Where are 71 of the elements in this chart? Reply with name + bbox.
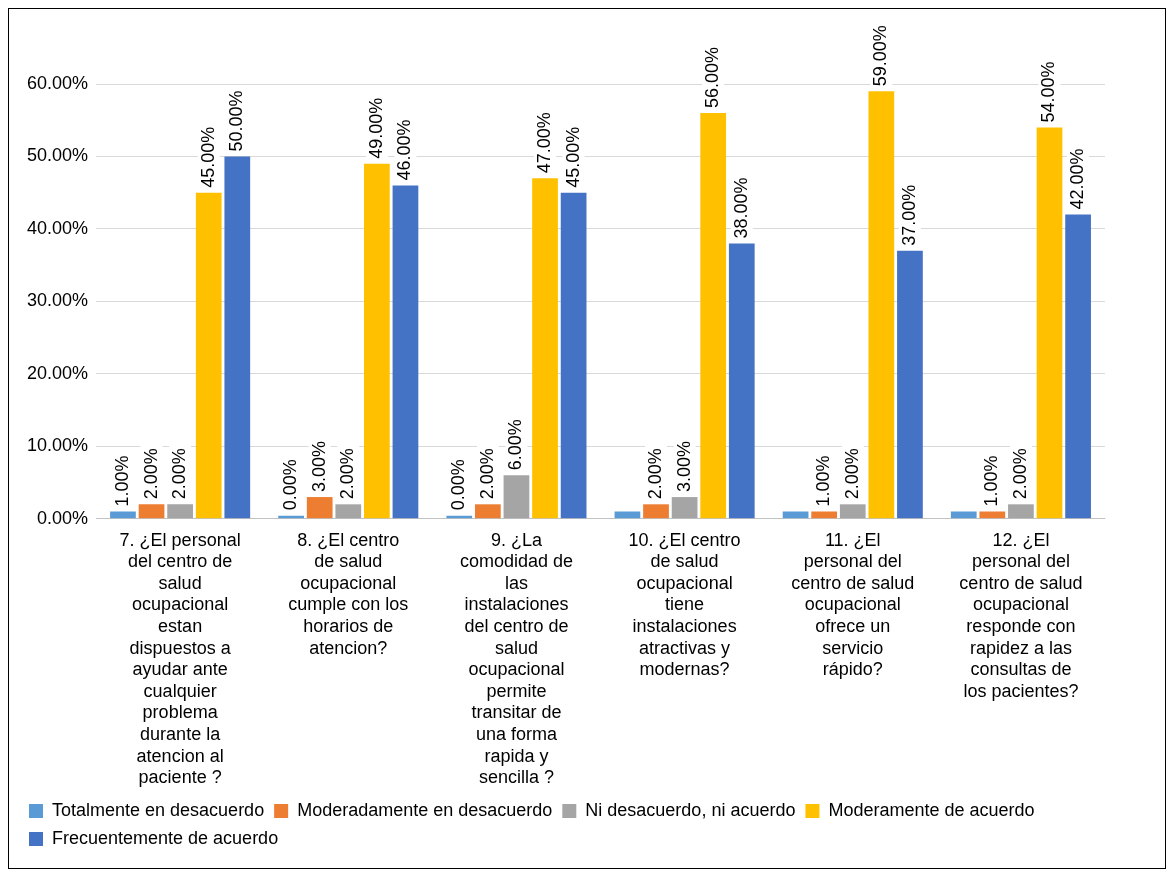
y-tick-label: 10.00% xyxy=(26,435,89,456)
bar xyxy=(474,504,501,519)
legend-label: Totalmente en desacuerdo xyxy=(52,799,265,820)
data-label: 42.00% xyxy=(1067,148,1088,210)
data-label: 2.00% xyxy=(140,448,161,500)
x-tick-label: 12. ¿El personal del centro de salud ocupacional responde con rapidez a las consultas de los pacientes? xyxy=(959,529,1083,701)
data-label: 50.00% xyxy=(226,90,247,152)
data-label: 45.00% xyxy=(562,126,583,188)
data-label: 56.00% xyxy=(702,46,723,108)
data-label: 0.00% xyxy=(448,459,469,511)
data-label: 1.00% xyxy=(111,455,132,507)
bar xyxy=(138,504,165,519)
bar xyxy=(110,511,136,519)
bar xyxy=(728,243,755,519)
data-label: 45.00% xyxy=(197,126,218,188)
bar xyxy=(224,156,251,519)
data-label: 49.00% xyxy=(365,97,386,159)
y-tick-label: 30.00% xyxy=(26,290,89,311)
legend-label: Moderadamente en desacuerdo xyxy=(297,799,553,820)
y-tick-label: 40.00% xyxy=(26,217,89,238)
bar xyxy=(950,511,977,519)
data-label: 0.00% xyxy=(280,459,301,511)
data-label: 2.00% xyxy=(337,448,358,500)
bar xyxy=(979,511,1006,519)
data-label: 2.00% xyxy=(841,448,862,500)
bar xyxy=(868,91,895,519)
data-label: 3.00% xyxy=(673,441,694,493)
bar xyxy=(306,497,333,519)
bar xyxy=(671,497,698,519)
bar xyxy=(1036,127,1063,519)
data-label: 47.00% xyxy=(534,112,554,174)
bar xyxy=(839,504,866,519)
data-label: 38.00% xyxy=(730,177,751,239)
data-label: 59.00% xyxy=(870,25,891,87)
legend-label: Ni desacuerdo, ni acuerdo xyxy=(585,799,796,820)
bar xyxy=(195,192,222,519)
y-tick-label: 20.00% xyxy=(26,362,89,383)
data-label: 37.00% xyxy=(898,184,919,246)
data-label: 46.00% xyxy=(394,119,415,181)
bar xyxy=(560,192,587,519)
data-label: 3.00% xyxy=(308,441,329,493)
bar xyxy=(1065,214,1091,519)
x-tick-label: 8. ¿El centro de salud ocupacional cumple con los horarios de atencion? xyxy=(288,529,409,658)
data-label: 1.00% xyxy=(813,455,834,507)
bar xyxy=(392,185,419,519)
bar xyxy=(335,504,362,519)
bar xyxy=(364,163,390,519)
bar xyxy=(503,475,530,519)
bar xyxy=(643,504,669,519)
data-label: 2.00% xyxy=(169,448,190,500)
category-label: 7. ¿El personal del centro de salud ocupacional estan dispuestos a ayudar ante cualquier problema durante la atencion al paciente ? xyxy=(119,529,241,788)
bar xyxy=(532,178,558,519)
legend-label: Moderamente de acuerdo xyxy=(828,799,1035,820)
data-label: 1.00% xyxy=(981,455,1002,507)
data-label: 2.00% xyxy=(644,448,665,500)
y-tick-label: 50.00% xyxy=(26,145,89,166)
y-tick-label: 0.00% xyxy=(37,507,89,528)
bar xyxy=(167,504,193,519)
bar xyxy=(897,250,923,519)
x-tick-label: 11. ¿El personal del centro de salud ocupacional ofrece un servicio rápido? xyxy=(791,529,915,680)
x-tick-label: 10. ¿El centro de salud ocupacional tiene instalaciones atractivas y modernas? xyxy=(628,529,741,680)
y-tick-label: 60.00% xyxy=(26,72,89,93)
data-label: 2.00% xyxy=(1009,448,1030,500)
bar xyxy=(1008,504,1034,519)
category-label: 9. ¿La comodidad de las instalaciones del centro de salud ocupacional permite transitar de una forma rapida y sencilla ? xyxy=(459,529,573,788)
bar xyxy=(700,112,727,519)
data-label: 54.00% xyxy=(1038,61,1059,123)
legend-label: Frecuentemente de acuerdo xyxy=(52,827,279,848)
data-label: 6.00% xyxy=(505,419,526,471)
bar xyxy=(811,511,838,519)
data-label: 2.00% xyxy=(476,448,497,500)
